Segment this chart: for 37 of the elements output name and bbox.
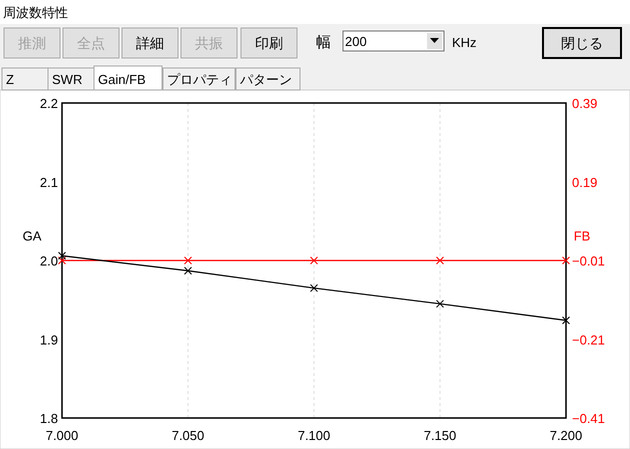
text: SWR <box>52 72 82 87</box>
text: 周波数特性 <box>3 5 68 20</box>
y-tick-label: 2.0 <box>40 254 58 268</box>
point <box>310 284 318 292</box>
text: 200 <box>345 34 367 49</box>
x-tick-label: 7.000 <box>46 428 78 443</box>
text: 幅 <box>316 34 331 51</box>
x-tick-label: 7.150 <box>424 428 456 443</box>
y2-axis-title: FB <box>574 228 590 244</box>
text: Z <box>6 72 14 87</box>
y2-tick-label: 0.39 <box>572 96 598 111</box>
y2-tick-label: 0.19 <box>572 174 598 190</box>
y-tick-label: 1.8 <box>40 411 58 426</box>
y2-tick-label: −0.41 <box>572 411 605 426</box>
y-tick-label: 1.9 <box>40 332 58 348</box>
text: パターン <box>239 72 292 87</box>
text: Gain/FB <box>98 72 146 87</box>
y-axis-title: GA <box>22 228 42 244</box>
text: プロパティ <box>167 72 232 87</box>
point <box>436 300 444 308</box>
text: KHz <box>452 35 477 50</box>
text: 共振 <box>195 35 223 51</box>
x-tick-label: 7.100 <box>298 428 330 443</box>
x-tick-label: 7.200 <box>550 428 582 443</box>
y-tick-label: 2.1 <box>40 174 58 190</box>
point <box>58 252 66 260</box>
text: 推測 <box>18 35 46 51</box>
y-tick-label: 2.2 <box>40 96 58 111</box>
text: 閉じる <box>561 35 603 51</box>
point <box>184 266 192 275</box>
x-tick-label: 7.050 <box>172 428 204 443</box>
point <box>562 316 570 324</box>
text: 詳細 <box>136 35 164 51</box>
y2-tick-label: −0.01 <box>572 254 605 268</box>
y2-tick-label: −0.21 <box>572 332 605 348</box>
text: 全点 <box>77 35 105 51</box>
text: 印刷 <box>255 35 283 51</box>
